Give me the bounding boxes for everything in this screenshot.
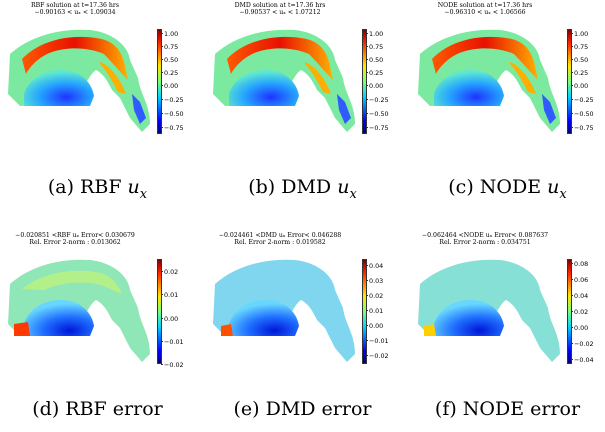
tick-label: 0.04	[365, 262, 384, 270]
tick-label: 0.00	[160, 82, 179, 90]
tick-label: 0.06	[570, 276, 589, 284]
tick-label: 0.00	[365, 322, 384, 330]
tick-label: −0.25	[571, 96, 594, 104]
tick-label: −0.50	[161, 110, 184, 118]
colorbar	[567, 29, 572, 134]
tick-label: −0.02	[571, 340, 594, 348]
tick-label: −0.02	[161, 361, 184, 369]
tick-label: 0.01	[160, 291, 179, 299]
caption-b: (b) DMD ux	[248, 176, 357, 202]
tick-label: −0.01	[161, 338, 184, 346]
panel-subtitle: Rel. Error 2-norm : 0.019582	[234, 239, 326, 246]
colorbar-ticks: 0.02 0.01 0.00 −0.01 −0.02	[160, 256, 194, 369]
tick-label: 0.02	[570, 308, 589, 316]
caption-c: (c) NODE ux	[448, 176, 567, 202]
caption-e: (e) DMD error	[233, 398, 372, 420]
panel-dmd-solution: DMD solution at t=17.36 hrs −0.90537 < u…	[205, 0, 400, 140]
tick-label: −0.75	[161, 124, 184, 132]
error-map	[8, 259, 150, 362]
tick-label: 0.08	[570, 260, 589, 268]
panel-subtitle: −0.90163 < uₓ < 1.09034	[34, 9, 116, 16]
panel-rbf-solution: RBF solution at t=17.36 hrs −0.90163 < u…	[0, 0, 195, 140]
tick-label: 0.50	[160, 56, 179, 64]
tick-label: 0.50	[570, 56, 589, 64]
tick-label: −0.50	[366, 110, 389, 118]
tick-label: 1.00	[570, 30, 589, 38]
colorbar	[362, 259, 367, 364]
colorbar	[157, 259, 162, 364]
tick-label: −0.02	[366, 352, 389, 360]
caption-d: (d) RBF error	[32, 398, 163, 420]
tick-label: 0.25	[570, 69, 589, 77]
panel-subtitle: Rel. Error 2-norm : 0.034751	[439, 239, 531, 246]
tick-label: 0.01	[365, 307, 384, 315]
tick-label: 0.25	[365, 69, 384, 77]
tick-label: −0.04	[571, 356, 594, 364]
solution-map	[418, 29, 560, 133]
panel-node-solution: NODE solution at t=17.36 hrs −0.96310 < …	[410, 0, 605, 140]
tick-label: −0.25	[161, 96, 184, 104]
panel-title: −0.024461 <DMD uₓ Error< 0.046288	[218, 232, 342, 239]
error-map	[213, 259, 355, 362]
tick-label: −0.01	[366, 337, 389, 345]
panel-subtitle: Rel. Error 2-norm : 0.013062	[29, 239, 121, 246]
colorbar-ticks: 0.08 0.06 0.04 0.02 0.00 −0.02 −0.04	[570, 256, 604, 366]
tick-label: 0.75	[570, 43, 589, 51]
tick-label: 0.50	[365, 56, 384, 64]
colorbar	[157, 29, 162, 134]
colorbar-ticks: 1.00 0.75 0.50 0.25 0.00 −0.25 −0.50 −0.…	[365, 26, 399, 136]
tick-label: 0.00	[570, 324, 589, 332]
solution-map	[8, 29, 150, 133]
panel-title: NODE solution at t=17.36 hrs	[437, 2, 533, 9]
tick-label: −0.75	[366, 124, 389, 132]
error-map	[418, 259, 560, 362]
panel-title: DMD solution at t=17.36 hrs	[234, 2, 326, 9]
colorbar	[362, 29, 367, 134]
tick-label: 0.03	[365, 277, 384, 285]
tick-label: −0.25	[366, 96, 389, 104]
tick-label: 0.04	[570, 292, 589, 300]
tick-label: −0.50	[571, 110, 594, 118]
tick-label: 0.00	[365, 82, 384, 90]
panel-rbf-error: −0.020851 <RBF uₓ Error< 0.030679 Rel. E…	[0, 230, 195, 370]
tick-label: 0.25	[160, 69, 179, 77]
caption-f: (f) NODE error	[434, 398, 581, 420]
tick-label: 1.00	[160, 30, 179, 38]
panel-title: −0.062464 <NODE uₓ Error< 0.087637	[421, 232, 549, 239]
tick-label: 0.02	[365, 292, 384, 300]
solution-map	[213, 29, 355, 133]
panel-subtitle: −0.96310 < uₓ < 1.06566	[444, 9, 526, 16]
tick-label: 1.00	[365, 30, 384, 38]
caption-a: (a) RBF ux	[47, 176, 148, 202]
tick-label: 0.00	[570, 82, 589, 90]
colorbar-ticks: 1.00 0.75 0.50 0.25 0.00 −0.25 −0.50 −0.…	[160, 26, 194, 136]
colorbar-ticks: 0.04 0.03 0.02 0.01 0.00 −0.01 −0.02	[365, 256, 399, 366]
tick-label: 0.75	[160, 43, 179, 51]
panel-title: RBF solution at t=17.36 hrs	[30, 2, 120, 9]
panel-title: −0.020851 <RBF uₓ Error< 0.030679	[15, 232, 135, 239]
panel-subtitle: −0.90537 < uₓ < 1.07212	[239, 9, 321, 16]
tick-label: 0.02	[160, 268, 179, 276]
tick-label: −0.75	[571, 124, 594, 132]
panel-node-error: −0.062464 <NODE uₓ Error< 0.087637 Rel. …	[410, 230, 605, 370]
colorbar-ticks: 1.00 0.75 0.50 0.25 0.00 −0.25 −0.50 −0.…	[570, 26, 604, 136]
tick-label: 0.75	[365, 43, 384, 51]
panel-dmd-error: −0.024461 <DMD uₓ Error< 0.046288 Rel. E…	[205, 230, 400, 370]
tick-label: 0.00	[160, 315, 179, 323]
